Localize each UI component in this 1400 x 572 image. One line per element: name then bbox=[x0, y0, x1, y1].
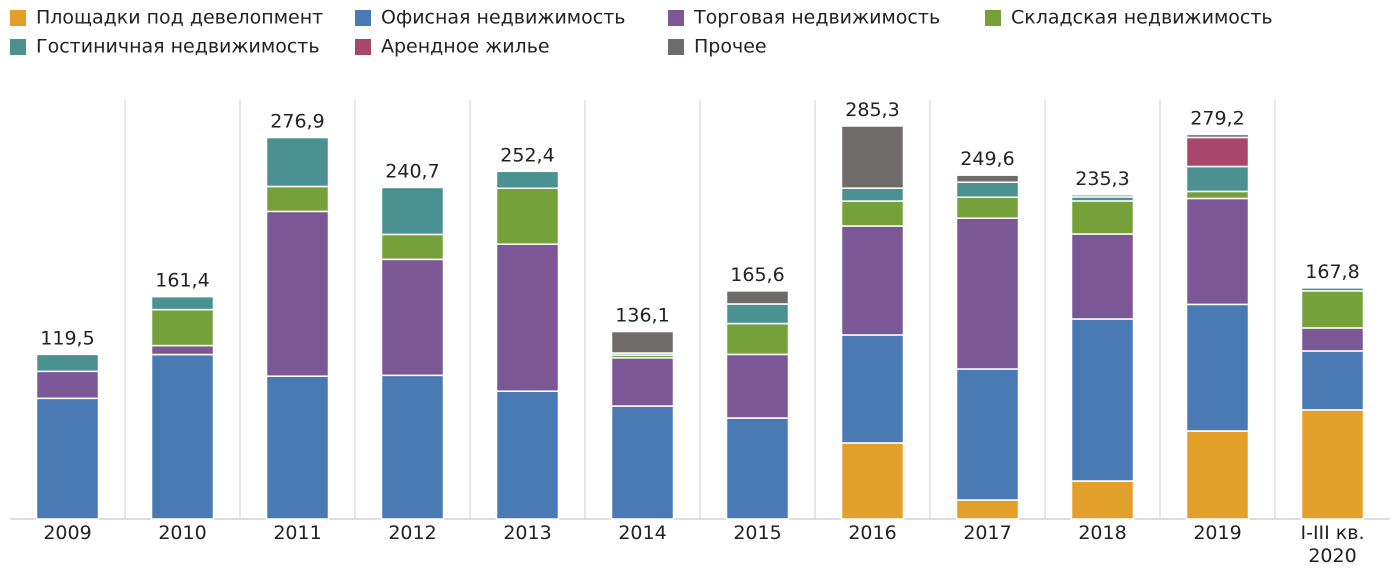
bar-segment bbox=[265, 375, 330, 520]
total-label: 119,5 bbox=[40, 327, 94, 349]
bar-segment bbox=[35, 370, 100, 400]
x-tick-label: 2012 bbox=[388, 522, 437, 544]
legend-label: Офисная недвижимость bbox=[381, 7, 625, 29]
bar-segment bbox=[265, 136, 330, 188]
bar-segment bbox=[840, 225, 905, 336]
legend-label: Арендное жилье bbox=[381, 36, 550, 58]
x-tick-label: 2011 bbox=[273, 522, 322, 544]
bar-segment bbox=[380, 258, 445, 377]
bar-segment bbox=[610, 405, 675, 520]
bar-segment bbox=[725, 353, 790, 419]
bar-segment bbox=[1070, 200, 1135, 235]
total-label: 167,8 bbox=[1305, 261, 1359, 283]
legend-swatch bbox=[10, 39, 26, 55]
total-label: 249,6 bbox=[960, 148, 1014, 170]
bar-segment bbox=[1070, 194, 1135, 198]
bar-segment bbox=[1185, 165, 1250, 193]
bar-segment bbox=[725, 417, 790, 520]
legend-label: Торговая недвижимость bbox=[693, 7, 940, 29]
legend-swatch bbox=[10, 10, 26, 26]
bar-segment bbox=[840, 442, 905, 520]
bar-segment bbox=[1300, 290, 1365, 329]
legend-swatch bbox=[985, 10, 1001, 26]
x-tick-label: 2018 bbox=[1078, 522, 1127, 544]
x-tick-label: 2009 bbox=[43, 522, 92, 544]
bar-segment bbox=[1300, 350, 1365, 411]
bar-segment bbox=[955, 217, 1020, 370]
x-tick-label: 2015 bbox=[733, 522, 782, 544]
bar-segment bbox=[840, 200, 905, 227]
x-tick-label: I-III кв. 2020 bbox=[1300, 522, 1365, 567]
total-label: 235,3 bbox=[1075, 168, 1129, 190]
legend-swatch bbox=[355, 39, 371, 55]
bar-segment bbox=[380, 374, 445, 520]
bar-segment bbox=[1185, 133, 1250, 139]
total-label: 279,2 bbox=[1190, 107, 1244, 129]
bar-segment bbox=[725, 322, 790, 356]
legend-label: Складская недвижимость bbox=[1011, 7, 1273, 29]
bar-segment bbox=[725, 303, 790, 325]
total-label: 161,4 bbox=[155, 270, 209, 292]
bar-segment bbox=[840, 125, 905, 189]
bar-segment bbox=[265, 185, 330, 213]
total-label: 252,4 bbox=[500, 144, 554, 166]
x-tick-label: 2014 bbox=[618, 522, 667, 544]
legend-label: Прочее bbox=[694, 36, 767, 58]
bar-segment bbox=[610, 330, 675, 354]
bar-segment bbox=[955, 181, 1020, 198]
bar-segment bbox=[1300, 409, 1365, 520]
x-tick-label: 2010 bbox=[158, 522, 207, 544]
bar-segment bbox=[150, 353, 215, 520]
total-label: 136,1 bbox=[615, 305, 669, 327]
bar-segment bbox=[265, 210, 330, 377]
x-tick-label: 2016 bbox=[848, 522, 897, 544]
bar-segment bbox=[495, 187, 560, 245]
x-tick-label: 2017 bbox=[963, 522, 1012, 544]
bar-segment bbox=[35, 353, 100, 373]
bar-segment bbox=[1300, 287, 1365, 292]
bar-segment bbox=[380, 233, 445, 261]
bar-segment bbox=[955, 499, 1020, 520]
bar-segment bbox=[1070, 233, 1135, 320]
legend-swatch bbox=[668, 10, 684, 26]
legend-swatch bbox=[355, 10, 371, 26]
legend-label: Площадки под девелопмент bbox=[36, 7, 323, 29]
bar-segment bbox=[35, 397, 100, 520]
bar-segment bbox=[1185, 190, 1250, 200]
bar-segment bbox=[150, 308, 215, 347]
bar-segment bbox=[1185, 303, 1250, 432]
bar-segment bbox=[1300, 327, 1365, 352]
bar-segment bbox=[150, 295, 215, 311]
bar-segment bbox=[1185, 197, 1250, 306]
bar-segment bbox=[610, 357, 675, 407]
bar-segment bbox=[495, 170, 560, 190]
bar-segment bbox=[955, 174, 1020, 183]
bar-segment bbox=[840, 334, 905, 444]
x-tick-label: 2013 bbox=[503, 522, 552, 544]
bar-segment bbox=[495, 243, 560, 392]
bar-segment bbox=[955, 196, 1020, 219]
bar-segment bbox=[1070, 318, 1135, 482]
bar-segment bbox=[1070, 480, 1135, 520]
x-tick-label: 2019 bbox=[1193, 522, 1242, 544]
total-label: 165,6 bbox=[730, 264, 784, 286]
bar-segment bbox=[955, 368, 1020, 501]
total-label: 285,3 bbox=[845, 99, 899, 121]
bar-segment bbox=[1185, 430, 1250, 520]
bar-segment bbox=[380, 186, 445, 236]
bar-segment bbox=[1185, 136, 1250, 168]
bar-segment bbox=[840, 187, 905, 202]
legend-swatch bbox=[668, 39, 684, 55]
legend-label: Гостиничная недвижимость bbox=[36, 36, 320, 58]
bar-segment bbox=[495, 390, 560, 520]
total-label: 240,7 bbox=[385, 160, 439, 182]
bar-segment bbox=[150, 344, 215, 356]
bar-segment bbox=[725, 290, 790, 305]
total-label: 276,9 bbox=[270, 111, 324, 133]
